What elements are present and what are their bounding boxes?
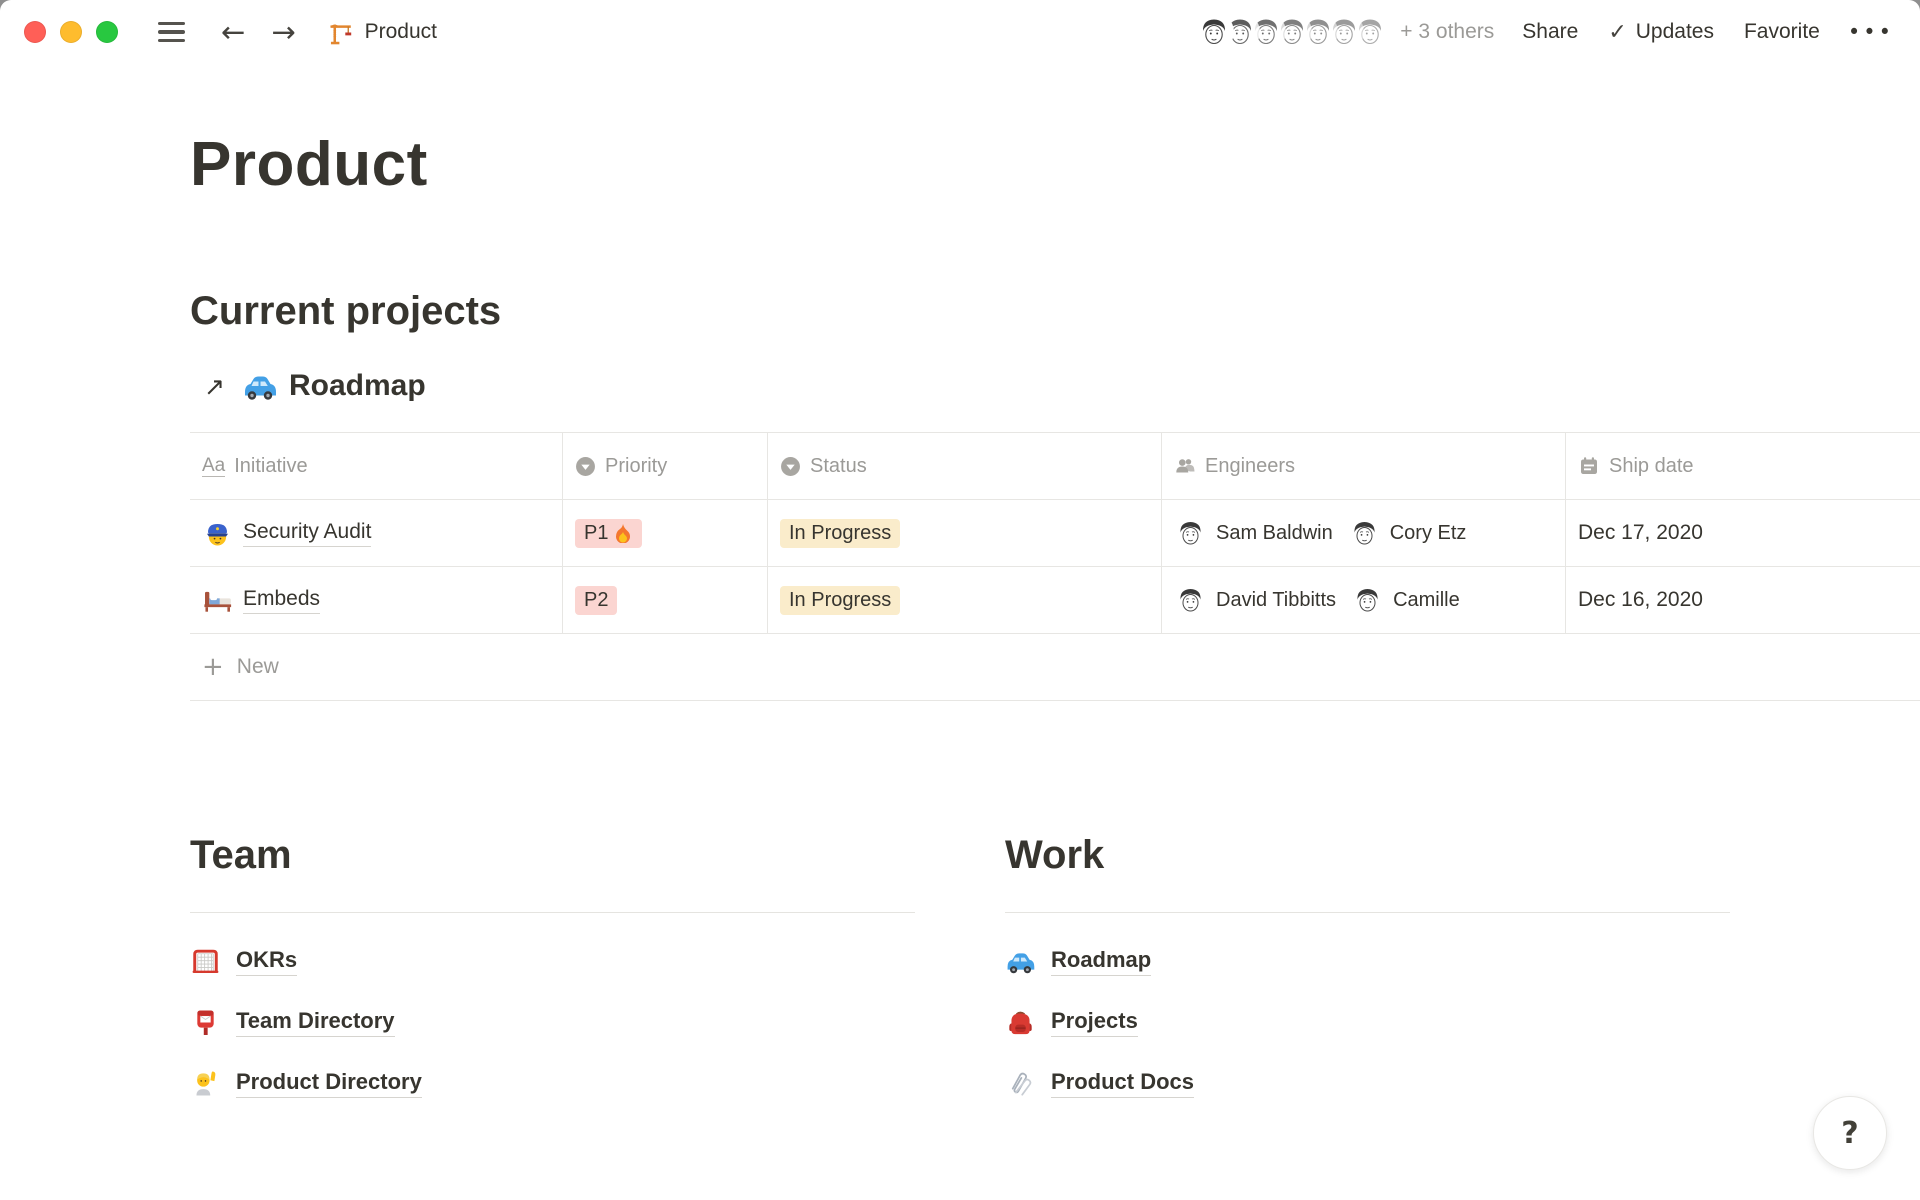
divider <box>1005 912 1730 914</box>
others-count-label[interactable]: + 3 others <box>1400 20 1495 43</box>
page-link[interactable]: Security Audit <box>243 520 372 547</box>
toolbar-actions: + 3 others Share ✓ Updates Favorite ••• <box>1196 14 1894 50</box>
traffic-lights <box>24 21 118 43</box>
person-chip: David Tibbitts <box>1174 583 1336 617</box>
list-item: Product Docs <box>1005 1053 1730 1114</box>
priority-badge: P2 <box>575 585 618 615</box>
priority-badge: P1 <box>575 518 643 548</box>
person-raising-hand-emoji <box>196 1071 216 1096</box>
favorite-button[interactable]: Favorite <box>1743 20 1820 43</box>
paperclips-emoji <box>1011 1072 1032 1096</box>
page-link-okrs[interactable]: OKRs <box>236 947 298 977</box>
blue-car-emoji <box>244 376 276 400</box>
cell-engineers[interactable]: Sam Baldwin Cory Etz <box>1162 500 1566 567</box>
status-badge: In Progress <box>780 585 901 615</box>
page-link-projects[interactable]: Projects <box>1051 1008 1138 1038</box>
zoom-window-button[interactable] <box>96 21 118 43</box>
calendar-icon <box>1578 455 1600 477</box>
select-icon <box>575 456 596 477</box>
fire-emoji <box>616 524 631 544</box>
blue-car-emoji <box>1007 953 1035 974</box>
page-link-product-docs[interactable]: Product Docs <box>1051 1069 1195 1099</box>
database-title-link[interactable]: Roadmap <box>288 369 426 403</box>
person-chip: Camille <box>1351 583 1460 617</box>
cell-status[interactable]: In Progress <box>768 500 1162 567</box>
status-badge: In Progress <box>780 518 901 548</box>
cell-initiative[interactable]: Embeds <box>190 567 563 634</box>
collaborator-avatar[interactable] <box>1196 14 1233 50</box>
column-header-initiative[interactable]: Aa Initiative <box>190 433 563 500</box>
page-content: Product Current projects ↗ Roadmap Aa In… <box>190 128 1920 702</box>
page-link-roadmap[interactable]: Roadmap <box>1051 947 1152 977</box>
window-toolbar: ← → Product + 3 others <box>0 0 1920 64</box>
list-item: Team Directory <box>190 992 915 1053</box>
police-officer-emoji <box>206 523 229 546</box>
help-button[interactable]: ? <box>1813 1096 1887 1170</box>
linked-database-title: ↗ Roadmap <box>190 368 1920 404</box>
column-header-ship-date[interactable]: Ship date <box>1566 433 1920 499</box>
plus-icon: + <box>202 652 224 683</box>
bottom-columns: Team OKRs <box>190 833 1920 1114</box>
cell-initiative[interactable]: Security Audit <box>190 500 563 567</box>
page-title[interactable]: Product <box>190 130 428 199</box>
cell-ship-date[interactable]: Dec 17, 2020 <box>1578 521 1703 545</box>
team-section: Team OKRs <box>190 833 915 1114</box>
list-item: Roadmap <box>1005 931 1730 992</box>
list-item: OKRs <box>190 931 915 992</box>
cell-status[interactable]: In Progress <box>768 567 1162 634</box>
text-type-icon: Aa <box>202 454 226 477</box>
backpack-emoji <box>1009 1011 1032 1035</box>
table-header-row: Aa Initiative Priority Status <box>190 432 1920 501</box>
person-chip: Cory Etz <box>1347 516 1466 550</box>
table-row: Embeds P2 In Progress David Tibbitts Cam… <box>190 567 1920 635</box>
breadcrumb-page-title: Product <box>364 20 437 43</box>
more-options-button[interactable]: ••• <box>1847 20 1894 44</box>
current-projects-heading[interactable]: Current projects <box>190 289 502 334</box>
postbox-emoji <box>197 1010 214 1036</box>
column-header-engineers[interactable]: Engineers <box>1162 433 1566 500</box>
cell-ship-date[interactable]: Dec 16, 2020 <box>1578 588 1703 612</box>
close-window-button[interactable] <box>24 21 46 43</box>
question-mark-icon: ? <box>1841 1115 1859 1151</box>
back-button[interactable]: ← <box>221 14 246 49</box>
select-icon <box>780 456 801 477</box>
bed-emoji <box>204 591 232 612</box>
sidebar-menu-icon[interactable] <box>158 22 185 42</box>
share-button[interactable]: Share <box>1522 20 1579 43</box>
person-chip: Sam Baldwin <box>1174 516 1333 550</box>
avatar <box>1174 583 1207 617</box>
updates-button[interactable]: ✓ Updates <box>1608 19 1714 45</box>
page-link-product-directory[interactable]: Product Directory <box>236 1069 422 1099</box>
column-header-priority[interactable]: Priority <box>563 433 768 500</box>
column-header-status[interactable]: Status <box>768 433 1162 500</box>
page-link[interactable]: Embeds <box>243 587 321 614</box>
forward-button[interactable]: → <box>271 14 296 49</box>
cell-engineers[interactable]: David Tibbitts Camille <box>1162 567 1566 634</box>
work-heading[interactable]: Work <box>1005 833 1105 878</box>
list-item: Product Directory <box>190 1053 915 1114</box>
goal-net-emoji <box>192 949 219 974</box>
divider <box>190 912 915 914</box>
page-link-team-directory[interactable]: Team Directory <box>236 1008 395 1038</box>
roadmap-table: Aa Initiative Priority Status <box>190 432 1920 702</box>
check-icon: ✓ <box>1608 19 1627 45</box>
cell-priority[interactable]: P1 <box>563 500 768 567</box>
construction-crane-emoji <box>329 23 351 44</box>
avatar <box>1351 583 1385 617</box>
collaborator-avatars <box>1196 14 1389 50</box>
avatar <box>1347 516 1381 550</box>
people-icon <box>1174 455 1196 477</box>
avatar <box>1174 516 1207 550</box>
list-item: Projects <box>1005 992 1730 1053</box>
team-heading[interactable]: Team <box>190 833 292 878</box>
new-row-button[interactable]: + New <box>190 634 1920 702</box>
cell-priority[interactable]: P2 <box>563 567 768 634</box>
breadcrumb[interactable]: Product <box>328 19 437 46</box>
table-row: Security Audit P1 In Progress <box>190 500 1920 568</box>
work-section: Work Roadmap <box>1005 833 1730 1114</box>
minimize-window-button[interactable] <box>60 21 82 43</box>
open-arrow-icon: ↗ <box>204 371 225 401</box>
